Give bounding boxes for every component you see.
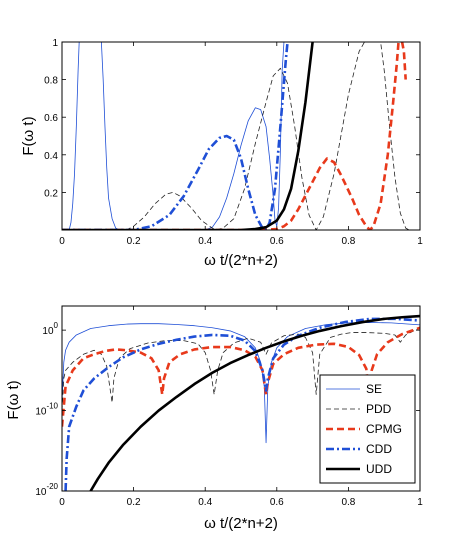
- top-plot-area: [62, 42, 420, 230]
- bottom-y-tick-label: 100: [42, 321, 58, 337]
- bottom-x-tick-label: 0: [59, 497, 65, 508]
- top-series-cdd: [62, 42, 289, 230]
- bottom-x-tick-label: 0.2: [127, 497, 141, 508]
- top-x-ticks: 0 0.2 0.4 0.6 0.8 1: [59, 42, 423, 247]
- top-series-cpmg: [62, 42, 407, 230]
- top-y-tick-label: 0.2: [44, 188, 58, 199]
- top-x-tick-label: 0.4: [198, 236, 212, 247]
- top-chart-panel: 0 0.2 0.4 0.6 0.8 1 0.2 0.4 0.6 0.8 1 ω t/(2*n+2)…: [20, 38, 423, 269]
- top-x-tick-label: 0.2: [127, 236, 141, 247]
- bottom-y-tick-label: 10-20: [35, 482, 58, 498]
- top-x-tick-label: 0.8: [341, 236, 355, 247]
- top-series-se: [68, 42, 285, 230]
- bottom-x-tick-label: 1: [417, 497, 423, 508]
- legend-label-cdd: CDD: [366, 442, 392, 456]
- bottom-axes-frame: [61, 305, 421, 492]
- top-y-tick-label: 0.8: [44, 76, 58, 87]
- bottom-x-tick-label: 0.8: [341, 497, 355, 508]
- bottom-series-udd: [89, 314, 420, 491]
- legend-entries: SE PDD CPMG CDD UDD: [326, 382, 402, 476]
- legend-label-cpmg: CPMG: [366, 422, 402, 436]
- top-x-tick-label: 0: [59, 236, 65, 247]
- top-y-tick-label: 0.6: [44, 113, 58, 124]
- bottom-series-se: [62, 322, 420, 444]
- top-y-axis-label: F(ω t): [20, 116, 37, 155]
- top-y-ticks: 0.2 0.4 0.6 0.8 1: [44, 38, 420, 199]
- bottom-series-cpmg: [62, 326, 420, 427]
- bottom-y-ticks: 100 10-10 10-20: [35, 321, 420, 498]
- legend: SE PDD CPMG CDD UDD: [319, 374, 416, 484]
- bottom-x-tick-label: 0.4: [198, 497, 212, 508]
- top-x-tick-label: 0.6: [270, 236, 284, 247]
- bottom-x-tick-label: 0.6: [270, 497, 284, 508]
- legend-label-se: SE: [366, 382, 382, 396]
- legend-label-udd: UDD: [366, 462, 392, 476]
- top-y-tick-label: 0.4: [44, 151, 58, 162]
- top-axes-frame: [61, 41, 421, 231]
- bottom-y-axis-label: F(ω t): [5, 380, 22, 419]
- top-series-pdd: [62, 42, 420, 230]
- bottom-x-axis-label: ω t/(2*n+2): [204, 515, 278, 532]
- bottom-chart-panel: 0 0.2 0.4 0.6 0.8 1 100 10-10 10-20 ω t/(2*n+2)…: [5, 305, 423, 532]
- bottom-x-ticks: 0 0.2 0.4 0.6 0.8 1: [59, 306, 423, 508]
- top-x-axis-label: ω t/(2*n+2): [204, 252, 278, 269]
- legend-label-pdd: PDD: [366, 402, 392, 416]
- bottom-series-group: [62, 314, 420, 491]
- legend-box: [319, 374, 416, 484]
- top-y-tick-label: 1: [52, 38, 58, 49]
- top-x-tick-label: 1: [417, 236, 423, 247]
- bottom-series-cdd: [64, 317, 420, 491]
- bottom-series-pdd: [62, 327, 420, 411]
- bottom-y-tick-label: 10-10: [35, 402, 58, 418]
